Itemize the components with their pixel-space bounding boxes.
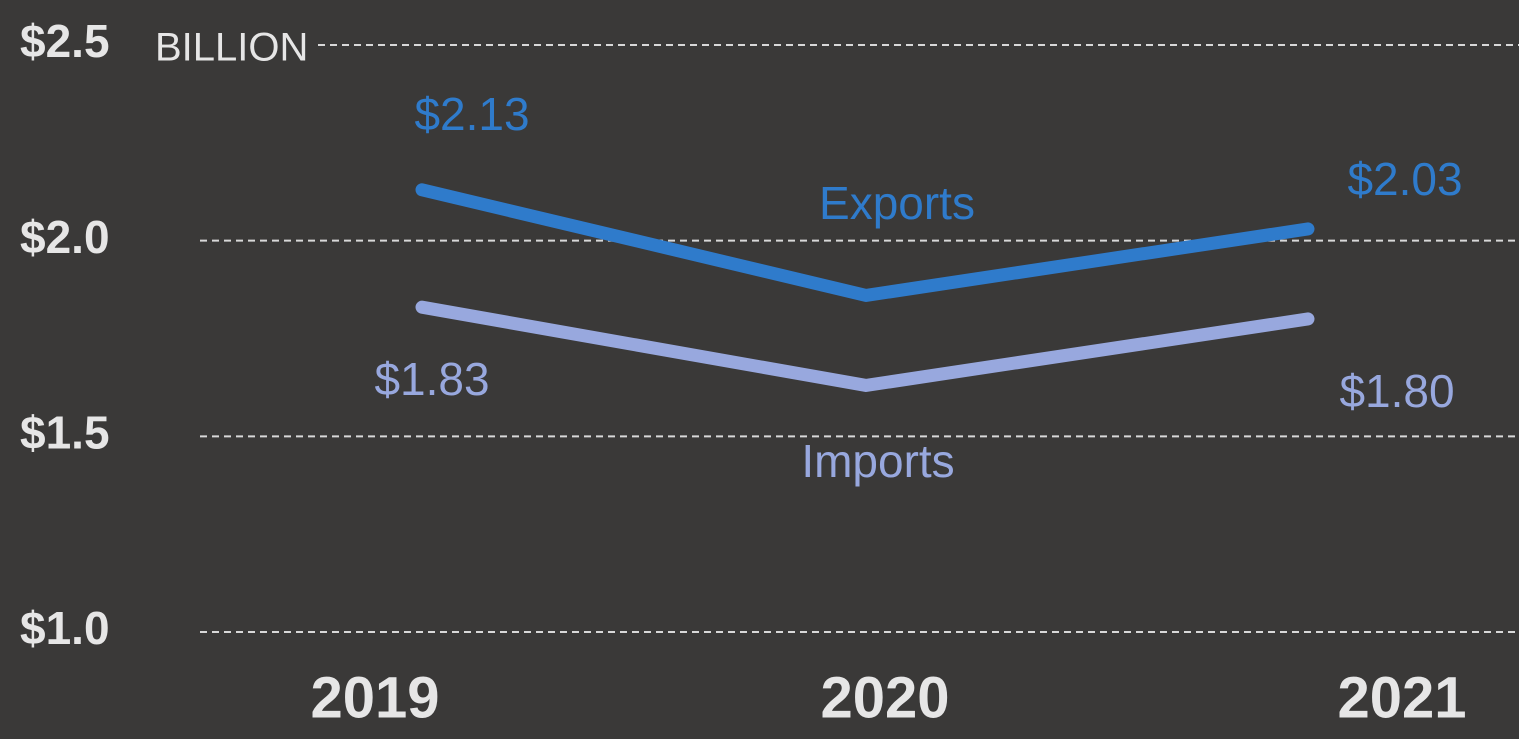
y-tick-label: $2.0 <box>20 211 110 263</box>
data-label: $1.80 <box>1339 365 1454 417</box>
data-label: $1.83 <box>374 353 489 405</box>
data-label: $2.13 <box>414 88 529 140</box>
x-tick-label: 2021 <box>1337 665 1466 730</box>
series-label: Exports <box>819 177 975 229</box>
data-label: $2.03 <box>1347 153 1462 205</box>
y-unit: BILLION <box>155 26 308 70</box>
y-tick-label: $1.0 <box>20 602 110 654</box>
x-tick-label: 2020 <box>820 665 949 730</box>
line <box>415 183 1315 302</box>
x-tick-label: 2019 <box>310 665 439 730</box>
y-tick-label: $2.5 <box>20 15 110 67</box>
y-tick-label: $1.5 <box>20 406 110 458</box>
line <box>415 300 1315 392</box>
series-label: Imports <box>801 435 954 487</box>
